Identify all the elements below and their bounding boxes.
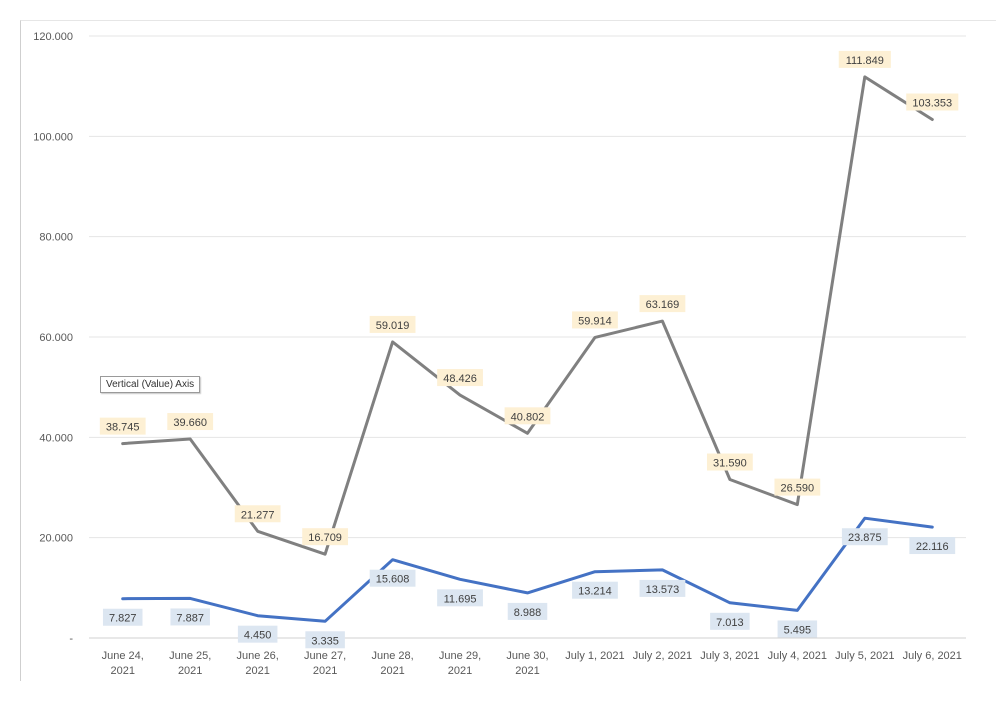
chart-frame: - 20.000 40.000 60.000 80.000 100.000 120.000 J… bbox=[20, 20, 996, 681]
data-label-bg bbox=[369, 569, 416, 587]
data-label: 7.013 bbox=[716, 617, 744, 629]
data-label-bg bbox=[841, 528, 888, 546]
data-label: 4.450 bbox=[244, 630, 272, 642]
data-label: 26.590 bbox=[781, 483, 815, 495]
x-tick-label: June 29, bbox=[439, 650, 481, 662]
data-label: 40.802 bbox=[511, 411, 545, 423]
data-label-bg bbox=[777, 620, 818, 638]
data-label: 8.988 bbox=[514, 607, 542, 619]
data-label-bg bbox=[302, 528, 349, 546]
data-label: 21.277 bbox=[241, 509, 275, 521]
x-tick-label: 2021 bbox=[380, 665, 404, 677]
data-label: 13.214 bbox=[578, 586, 612, 598]
data-label: 23.875 bbox=[848, 532, 882, 544]
data-label: 7.887 bbox=[176, 612, 204, 624]
y-tick-label: 60.000 bbox=[39, 332, 73, 344]
x-tick-label: 2021 bbox=[245, 665, 269, 677]
data-label: 103.353 bbox=[912, 98, 952, 110]
data-label-bg bbox=[102, 608, 143, 626]
data-label: 15.608 bbox=[376, 574, 410, 586]
axis-tooltip: Vertical (Value) Axis bbox=[100, 376, 201, 393]
data-label-bg bbox=[170, 608, 210, 626]
y-tick-label: 20.000 bbox=[39, 533, 73, 545]
data-label-bg bbox=[437, 369, 483, 387]
x-tick-label: June 24, bbox=[102, 650, 144, 662]
data-label: 5.495 bbox=[784, 624, 812, 636]
data-label-bg bbox=[639, 295, 686, 313]
series-line-18-24 bbox=[121, 516, 934, 623]
data-label-bg bbox=[909, 537, 956, 555]
data-label: 16.709 bbox=[308, 532, 342, 544]
data-label-bg bbox=[572, 311, 618, 329]
data-label-bg bbox=[167, 413, 214, 431]
x-tick-label: June 28, bbox=[371, 650, 413, 662]
x-tick-label: July 6, 2021 bbox=[903, 650, 962, 662]
x-tick-label: 2021 bbox=[178, 665, 202, 677]
y-tick-label: 40.000 bbox=[39, 432, 73, 444]
data-label: 111.849 bbox=[846, 55, 884, 67]
data-label-bg bbox=[572, 581, 618, 599]
data-label-bg bbox=[305, 631, 345, 649]
data-label: 38.745 bbox=[106, 422, 140, 434]
data-label: 59.914 bbox=[578, 315, 612, 327]
data-label-bg bbox=[507, 602, 548, 620]
x-tick-label: 2021 bbox=[515, 665, 539, 677]
series-line-grand-total bbox=[121, 75, 934, 556]
x-tick-label: June 27, bbox=[304, 650, 346, 662]
data-label-bg bbox=[99, 417, 146, 435]
x-tick-label: July 5, 2021 bbox=[835, 650, 894, 662]
data-label-bg bbox=[437, 589, 483, 607]
data-label: 39.660 bbox=[173, 417, 207, 429]
x-tick-label: 2021 bbox=[110, 665, 134, 677]
x-tick-label: June 26, bbox=[237, 650, 279, 662]
data-label: 59.019 bbox=[376, 320, 410, 332]
data-label: 48.426 bbox=[443, 373, 477, 385]
data-label: 3.335 bbox=[311, 635, 339, 647]
data-label: 63.169 bbox=[646, 299, 680, 311]
x-tick-label: 2021 bbox=[448, 665, 472, 677]
y-tick-label: - bbox=[69, 633, 73, 645]
data-label: 31.590 bbox=[713, 458, 747, 470]
y-tick-label: 80.000 bbox=[39, 232, 73, 244]
data-label-bg bbox=[710, 612, 750, 630]
data-label: 13.573 bbox=[646, 584, 680, 596]
data-label: 22.116 bbox=[916, 541, 949, 553]
data-label-bg bbox=[369, 315, 416, 333]
data-label-bg bbox=[706, 453, 753, 471]
data-label-bg bbox=[504, 407, 551, 425]
x-tick-label: July 1, 2021 bbox=[565, 650, 624, 662]
data-label-bg bbox=[838, 50, 891, 68]
x-tick-label: June 30, bbox=[506, 650, 548, 662]
line-chart[interactable]: - 20.000 40.000 60.000 80.000 100.000 120.000 J… bbox=[21, 21, 996, 681]
x-tick-label: July 4, 2021 bbox=[768, 650, 827, 662]
data-label-bg bbox=[234, 505, 281, 523]
data-label: 7.827 bbox=[109, 613, 137, 625]
x-tick-label: July 3, 2021 bbox=[700, 650, 759, 662]
data-label-bg bbox=[237, 625, 278, 643]
data-label-bg bbox=[639, 579, 686, 597]
y-tick-label: 120.000 bbox=[33, 31, 73, 43]
x-tick-label: June 25, bbox=[169, 650, 211, 662]
data-label-bg bbox=[774, 478, 821, 496]
data-label-bg bbox=[906, 93, 959, 111]
x-tick-label: July 2, 2021 bbox=[633, 650, 692, 662]
x-tick-label: 2021 bbox=[313, 665, 337, 677]
y-tick-label: 100.000 bbox=[33, 131, 73, 143]
data-label: 11.695 bbox=[444, 593, 477, 605]
